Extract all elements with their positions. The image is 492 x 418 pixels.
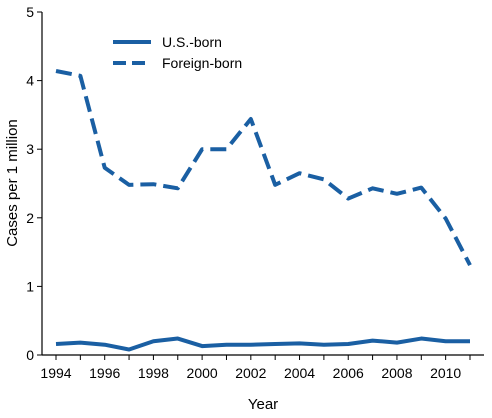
x-tick-label: 2008 [381,365,412,381]
x-tick-label: 1998 [138,365,169,381]
y-tick-label: 5 [26,4,34,20]
x-tick-label: 2006 [333,365,364,381]
series-line-foreign-born [55,69,472,267]
x-tick-label: 1996 [89,365,120,381]
ticks: 0 1 2 3 4 5 1994 1996 1998 2000 2002 2004 2006 2008 20… [26,4,471,381]
y-tick-label: 0 [26,347,34,363]
series-line-us-born [55,336,470,352]
x-tick-label: 2010 [430,365,461,381]
legend-label: U.S.-born [162,34,222,50]
legend: U.S.-born Foreign-born [113,34,242,71]
x-tick-label: 2004 [284,365,315,381]
x-axis-title: Year [248,396,278,413]
legend-label: Foreign-born [162,55,242,71]
x-tick-label: 1994 [40,365,71,381]
y-tick-label: 3 [26,141,34,157]
x-tick-label: 2002 [235,365,266,381]
y-tick-label: 4 [26,73,34,89]
x-tick-label: 2000 [187,365,218,381]
series-layer [55,69,472,352]
y-axis-title: Cases per 1 million [4,119,21,247]
y-tick-label: 1 [26,278,34,294]
axes [41,12,484,356]
y-tick-label: 2 [26,210,34,226]
